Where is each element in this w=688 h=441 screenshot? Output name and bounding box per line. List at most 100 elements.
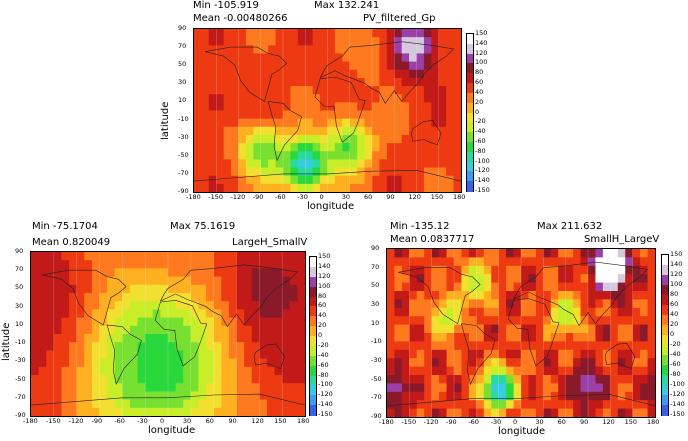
- heatmap-cell: [528, 257, 537, 267]
- heatmap-cell: [145, 407, 154, 416]
- heatmap-cell: [289, 334, 298, 343]
- heatmap-cell: [107, 252, 116, 261]
- heatmap-cell: [349, 151, 358, 160]
- heatmap-cell: [498, 408, 507, 417]
- heatmap-cell: [617, 291, 626, 300]
- heatmap-cell: [573, 383, 582, 393]
- heatmap-cell: [76, 317, 85, 327]
- heatmap-cell: [53, 252, 63, 261]
- heatmap-cell: [266, 284, 276, 294]
- heatmap-cell: [379, 29, 388, 38]
- heatmap-cell: [394, 375, 403, 384]
- heatmap-cell: [175, 342, 184, 351]
- heatmap-cell: [38, 317, 47, 327]
- heatmap-cell: [312, 134, 321, 144]
- heatmap-cell: [364, 175, 373, 185]
- heatmap-cell: [580, 366, 589, 376]
- heatmap-cell: [152, 334, 161, 343]
- heatmap-cell: [266, 317, 276, 327]
- heatmap-cell: [175, 375, 184, 384]
- heatmap-cell: [431, 366, 440, 376]
- heatmap-cell: [305, 151, 314, 160]
- heatmap-cell: [297, 407, 305, 416]
- heatmap-cell: [416, 61, 425, 71]
- heatmap-cell: [99, 317, 108, 327]
- heatmap-cell: [357, 183, 366, 192]
- heatmap-cell: [129, 407, 139, 416]
- heatmap-cell: [342, 37, 351, 46]
- heatmap-cell: [305, 134, 314, 144]
- heatmap-cell: [297, 86, 306, 95]
- max-label: Max 75.1619: [170, 221, 236, 232]
- coastline: [194, 169, 461, 182]
- heatmap-cell: [602, 299, 611, 309]
- heatmap-cell: [476, 358, 485, 368]
- heatmap-cell: [114, 334, 123, 343]
- heatmap-cell: [446, 299, 455, 309]
- heatmap-cell: [31, 407, 40, 416]
- heatmap-cell: [190, 284, 200, 294]
- heatmap-cell: [461, 249, 470, 258]
- heatmap-cell: [543, 257, 552, 267]
- heatmap-cell: [364, 167, 373, 177]
- heatmap-cell: [431, 274, 440, 284]
- heatmap-cell: [31, 260, 40, 269]
- heatmap-cell: [439, 249, 448, 258]
- heatmap-cell: [53, 366, 63, 376]
- heatmap-cell: [228, 383, 238, 392]
- heatmap-cell: [647, 316, 655, 326]
- heatmap-cell: [401, 29, 410, 38]
- heatmap-cell: [253, 134, 262, 144]
- heatmap-cell: [424, 333, 433, 342]
- heatmap-cell: [305, 45, 314, 55]
- heatmap-cell: [357, 86, 366, 95]
- heatmap-cell: [394, 143, 403, 152]
- heatmap-cell: [342, 159, 351, 169]
- heatmap-cell: [446, 110, 455, 120]
- heatmap-cell: [372, 77, 381, 87]
- heatmap-cell: [394, 366, 403, 376]
- heatmap-cell: [84, 301, 93, 310]
- heatmap-cell: [175, 301, 184, 310]
- heatmap-cell: [275, 69, 284, 79]
- heatmap-cell: [424, 349, 433, 359]
- heatmap-cell: [228, 325, 238, 335]
- heatmap-cell: [320, 151, 329, 160]
- heatmap-cell: [588, 282, 597, 292]
- heatmap-cell: [386, 118, 395, 128]
- heatmap-cell: [453, 143, 461, 152]
- heatmap-cell: [160, 325, 169, 335]
- heatmap-plot-area: [30, 251, 306, 417]
- heatmap-cell: [236, 276, 245, 286]
- heatmap-cell: [228, 276, 238, 286]
- heatmap-cell: [129, 375, 139, 384]
- heatmap-cell: [244, 268, 253, 278]
- heatmap-cell: [349, 143, 358, 152]
- heatmap-cell: [53, 383, 63, 392]
- heatmap-cell: [528, 408, 537, 417]
- heatmap-cell: [208, 183, 217, 192]
- heatmap-cell: [394, 159, 403, 169]
- heatmap-cell: [461, 400, 470, 410]
- heatmap-cell: [453, 159, 461, 169]
- heatmap-cell: [208, 134, 217, 144]
- heatmap-cell: [483, 249, 492, 258]
- heatmap-cell: [46, 334, 55, 343]
- heatmap-cell: [431, 159, 440, 169]
- heatmap-cell: [198, 260, 207, 269]
- heatmap-cell: [647, 333, 655, 342]
- heatmap-cell: [379, 118, 388, 128]
- heatmap-cell: [446, 282, 455, 292]
- heatmap-cell: [282, 260, 291, 269]
- heatmap-cell: [476, 316, 485, 326]
- heatmap-cell: [334, 94, 343, 103]
- heatmap-cell: [236, 317, 245, 327]
- heatmap-cell: [386, 53, 395, 63]
- heatmap-cell: [259, 293, 268, 302]
- colorbar-swatch: [310, 276, 316, 288]
- heatmap-cell: [454, 299, 463, 309]
- heatmap-cell: [409, 299, 418, 309]
- heatmap-cell: [453, 53, 461, 63]
- heatmap-cell: [372, 110, 381, 120]
- heatmap-cell: [453, 29, 461, 38]
